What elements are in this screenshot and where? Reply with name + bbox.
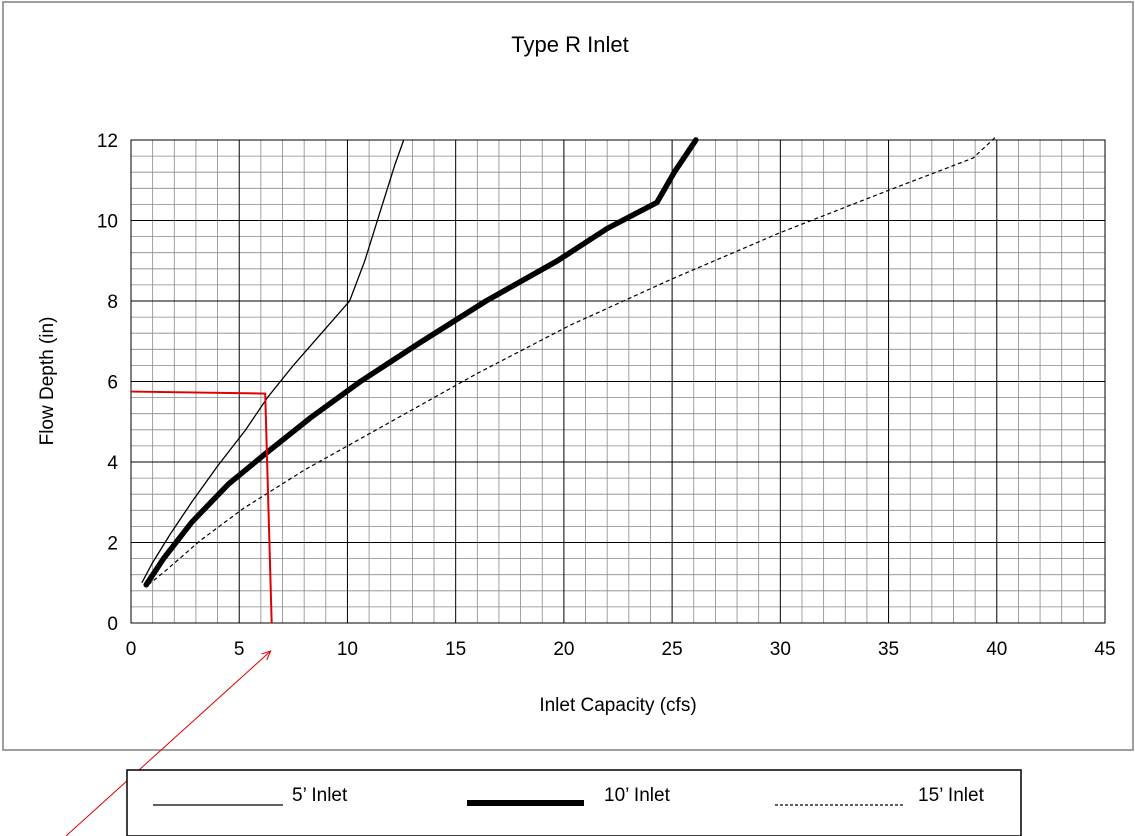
x-tick-label: 30 — [770, 639, 791, 660]
y-tick-label: 8 — [107, 292, 118, 313]
x-tick-label: 35 — [878, 639, 899, 660]
pointer-arrow-head — [261, 650, 272, 661]
x-tick-label: 20 — [553, 639, 574, 660]
legend: 5’ Inlet 10’ Inlet 15’ Inlet — [126, 769, 1022, 836]
y-tick-label: 6 — [107, 373, 118, 394]
reading-guide-line — [130, 390, 273, 624]
x-tick-label: 45 — [1094, 639, 1115, 660]
legend-label-15ft: 15’ Inlet — [918, 785, 985, 806]
series-lines — [141, 135, 998, 588]
series-line-5inlet — [141, 139, 405, 584]
series-line-10inlet — [143, 137, 699, 588]
x-tick-label: 15 — [445, 639, 466, 660]
legend-label-10ft: 10’ Inlet — [604, 785, 671, 806]
pointer-arrow-shaft — [65, 650, 272, 836]
chart-title: Type R Inlet — [511, 32, 628, 57]
reading-annotation — [65, 390, 273, 836]
x-axis-label: Inlet Capacity (cfs) — [539, 695, 696, 716]
series-line-15inlet — [147, 135, 998, 586]
plot-area — [130, 139, 1106, 624]
x-tick-label: 10 — [337, 639, 358, 660]
x-tick-label: 25 — [662, 639, 683, 660]
y-tick-label: 2 — [107, 534, 118, 555]
y-tick-label: 12 — [97, 131, 118, 152]
x-axis-ticks: 0 5 10 15 20 25 30 35 40 45 — [126, 639, 1116, 660]
y-axis-label: Flow Depth (in) — [37, 317, 58, 446]
y-tick-label: 10 — [97, 212, 118, 233]
y-tick-label: 0 — [107, 614, 118, 635]
x-tick-label: 5 — [234, 639, 245, 660]
chart-frame — [2, 1, 1134, 751]
y-tick-label: 4 — [107, 453, 118, 474]
y-axis-ticks: 0 2 4 6 8 10 12 — [97, 131, 119, 635]
x-tick-label: 40 — [986, 639, 1007, 660]
x-tick-label: 0 — [126, 639, 137, 660]
legend-label-5ft: 5’ Inlet — [292, 785, 348, 806]
